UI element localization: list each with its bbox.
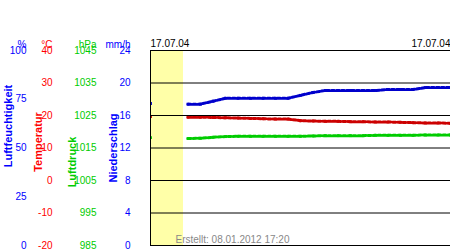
svg-text:8: 8 bbox=[125, 175, 131, 186]
svg-text:Niederschlag: Niederschlag bbox=[107, 113, 119, 182]
svg-text:10: 10 bbox=[41, 142, 53, 154]
svg-text:Luftfeuchtigkeit: Luftfeuchtigkeit bbox=[2, 84, 14, 167]
svg-text:12: 12 bbox=[119, 142, 131, 153]
svg-text:-20: -20 bbox=[38, 240, 53, 250]
svg-text:100: 100 bbox=[9, 44, 27, 56]
svg-text:mm/h: mm/h bbox=[106, 39, 131, 50]
svg-text:17.07.04: 17.07.04 bbox=[412, 38, 450, 49]
svg-text:24: 24 bbox=[119, 44, 131, 56]
svg-text:75: 75 bbox=[15, 93, 27, 104]
svg-text:1045: 1045 bbox=[74, 44, 97, 56]
svg-text:0: 0 bbox=[47, 175, 53, 186]
svg-text:%: % bbox=[18, 39, 27, 50]
svg-text:20: 20 bbox=[119, 77, 131, 88]
svg-text:995: 995 bbox=[80, 207, 97, 218]
svg-text:985: 985 bbox=[80, 240, 97, 250]
svg-text:Erstellt: 08.01.2012 17:20: Erstellt: 08.01.2012 17:20 bbox=[176, 234, 290, 245]
svg-text:4: 4 bbox=[125, 207, 131, 218]
svg-text:-10: -10 bbox=[38, 207, 53, 218]
svg-text:1035: 1035 bbox=[74, 77, 97, 88]
svg-text:50: 50 bbox=[15, 142, 27, 153]
svg-text:1005: 1005 bbox=[74, 174, 97, 186]
svg-text:1025: 1025 bbox=[74, 110, 97, 121]
svg-text:1015: 1015 bbox=[74, 142, 97, 154]
svg-text:25: 25 bbox=[15, 191, 27, 202]
svg-text:Luftdruck: Luftdruck bbox=[66, 136, 78, 188]
svg-text:17.07.04: 17.07.04 bbox=[151, 38, 190, 49]
svg-text:hPa: hPa bbox=[79, 39, 97, 50]
svg-text:Temperatur: Temperatur bbox=[32, 111, 44, 171]
svg-text:°C: °C bbox=[41, 39, 52, 50]
svg-text:0: 0 bbox=[21, 240, 27, 250]
svg-text:16: 16 bbox=[119, 110, 131, 121]
svg-text:0: 0 bbox=[125, 240, 131, 250]
svg-text:30: 30 bbox=[41, 77, 53, 88]
svg-text:20: 20 bbox=[41, 109, 53, 121]
svg-text:40: 40 bbox=[41, 44, 53, 56]
